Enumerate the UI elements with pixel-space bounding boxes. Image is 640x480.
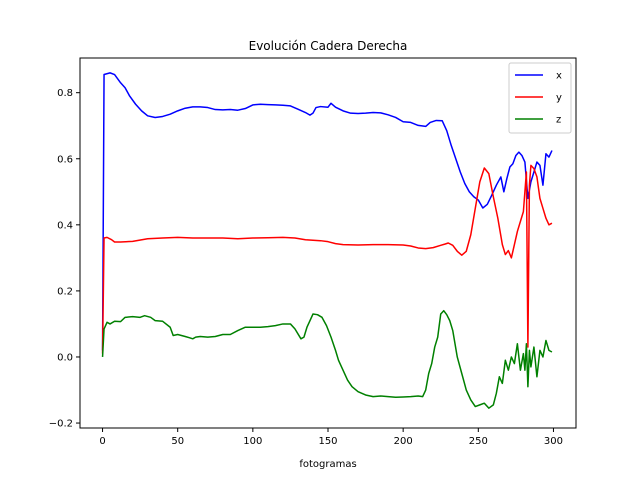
legend-label-z: z <box>556 115 561 126</box>
x-tick-label: 50 <box>171 436 184 447</box>
series-line-z <box>101 309 553 409</box>
chart-title: Evolución Cadera Derecha <box>249 39 408 53</box>
x-tick-label: 200 <box>394 436 413 447</box>
x-tick-label: 300 <box>544 436 563 447</box>
plot-area <box>101 72 553 409</box>
y-tick-label: 0.2 <box>57 286 73 297</box>
y-tick-label: 0.8 <box>57 88 73 99</box>
legend: xyz <box>508 62 572 134</box>
legend-label-x: x <box>556 71 562 82</box>
series-line-y <box>101 164 553 354</box>
x-tick-label: 150 <box>318 436 337 447</box>
y-tick-label: 0.6 <box>57 154 73 165</box>
y-tick-label: 0.4 <box>57 220 73 231</box>
x-tick-label: 100 <box>243 436 262 447</box>
x-tick-label: 250 <box>469 436 488 447</box>
x-tick-label: 0 <box>99 436 105 447</box>
x-axis-label: fotogramas <box>299 459 356 470</box>
legend-box <box>508 62 572 134</box>
y-tick-label: −0.2 <box>49 419 73 430</box>
legend-label-y: y <box>556 93 562 104</box>
series-line-x <box>101 72 553 351</box>
y-tick-label: 0.0 <box>57 352 73 363</box>
